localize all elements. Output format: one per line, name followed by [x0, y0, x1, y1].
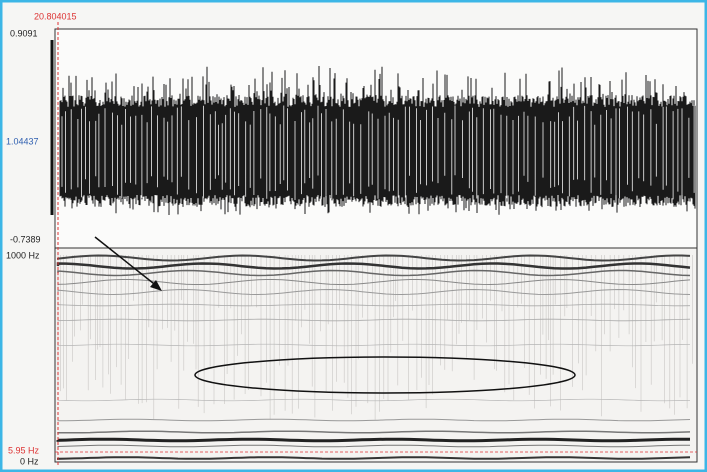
spectrogram-bottom: 0 Hz — [20, 456, 39, 466]
cursor-time: 20.804015 — [34, 11, 77, 21]
spectrogram-cursor-freq: 5.95 Hz — [8, 445, 40, 455]
praat-window: 20.804015 0.9091 1.04437 -0.7389 1000 Hz… — [0, 0, 707, 472]
formant-band — [58, 457, 690, 459]
spectrogram-top: 1000 Hz — [6, 250, 40, 260]
waveform-cursor-value: 1.04437 — [6, 136, 39, 146]
formant-band — [58, 439, 690, 441]
waveform-min: -0.7389 — [10, 234, 41, 244]
spectrogram-panel — [55, 248, 697, 462]
waveform-max: 0.9091 — [10, 28, 38, 38]
